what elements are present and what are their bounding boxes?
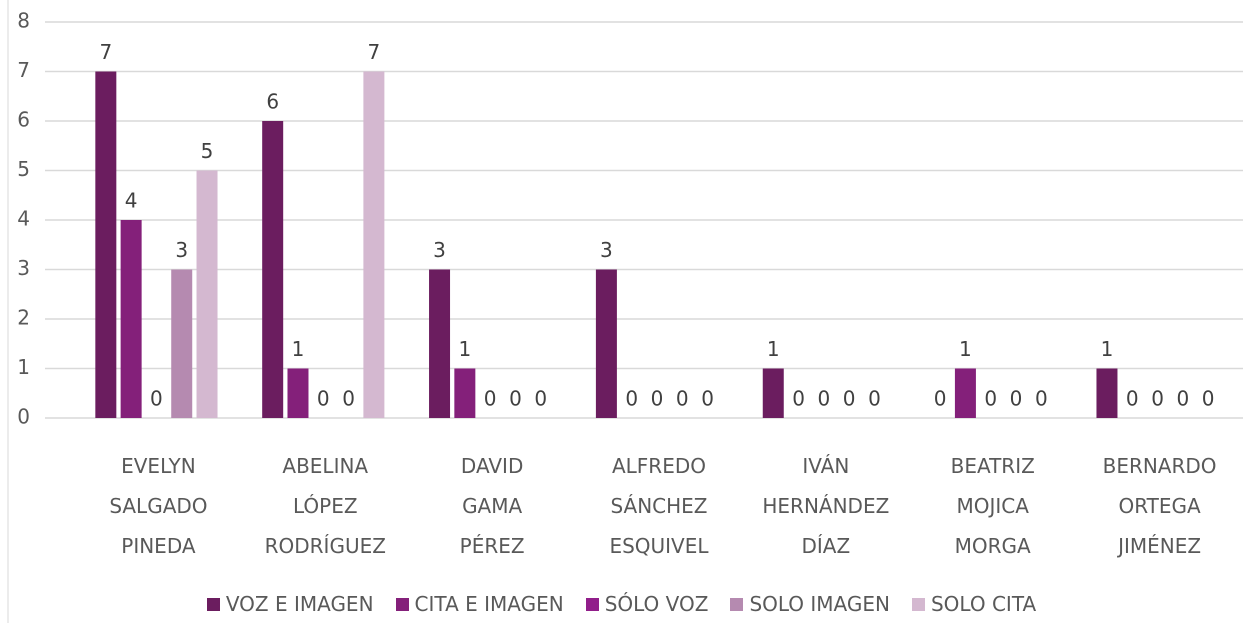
y-tick-label: 3 [17,256,30,280]
data-label: 0 [868,387,881,411]
x-tick-label: DAVID GAMA PÉREZ [459,454,525,558]
data-label: 0 [701,387,714,411]
data-label: 0 [342,387,355,411]
legend: VOZ E IMAGEN CITA E IMAGEN SÓLO VOZ SOLO IM… [0,592,1243,616]
data-label: 7 [99,40,112,64]
legend-item: SOLO CITA [911,592,1037,616]
bar [1096,368,1118,418]
data-label: 0 [1177,387,1190,411]
bar [595,269,617,418]
data-label: 7 [368,40,381,64]
data-label: 0 [1035,387,1048,411]
data-label: 0 [676,387,689,411]
data-label: 5 [201,139,214,163]
legend-swatch [911,597,925,611]
data-label: 0 [1010,387,1023,411]
legend-swatch [206,597,220,611]
legend-item: CITA E IMAGEN [395,592,564,616]
x-tick-label: IVÁN HERNÁNDEZ DÍAZ [762,454,890,558]
data-label: 1 [1101,337,1114,361]
bar [363,71,385,418]
legend-swatch [730,597,744,611]
bar [762,368,784,418]
legend-label: SOLO CITA [930,592,1037,616]
bar [196,170,218,418]
data-label: 0 [984,387,997,411]
legend-swatch [585,597,599,611]
x-tick-label: ABELINA LÓPEZ RODRÍGUEZ [264,454,386,558]
y-tick-label: 4 [17,207,30,231]
bar [171,269,193,418]
data-label: 0 [484,387,497,411]
y-tick-label: 6 [17,108,30,132]
y-tick-label: 1 [17,355,30,379]
y-tick-label: 0 [17,405,30,429]
x-tick-label: BEATRIZ MOJICA MORGA [950,454,1035,558]
legend-swatch [395,597,409,611]
x-tick-label: EVELYN SALGADO PINEDA [109,454,208,558]
data-label: 1 [959,337,972,361]
data-label: 0 [509,387,522,411]
data-label: 0 [534,387,547,411]
data-label: 0 [1126,387,1139,411]
legend-item: SOLO IMAGEN [730,592,890,616]
data-label: 0 [625,387,638,411]
x-tick-label: BERNARDO ORTEGA JIMÉNEZ [1102,454,1217,558]
legend-label: VOZ E IMAGEN [225,592,374,616]
bar [95,71,117,418]
legend-label: SOLO IMAGEN [749,592,890,616]
y-tick-label: 8 [17,9,30,33]
legend-label: CITA E IMAGEN [414,592,564,616]
bar [454,368,476,418]
bar [120,220,142,418]
data-label: 4 [125,189,138,213]
y-tick-label: 2 [17,306,30,330]
data-label: 3 [175,238,188,262]
data-label: 0 [817,387,830,411]
data-label: 1 [458,337,471,361]
data-label: 0 [1151,387,1164,411]
bar [429,269,451,418]
data-label: 0 [651,387,664,411]
data-label: 0 [150,387,163,411]
bar [954,368,976,418]
data-label: 3 [433,238,446,262]
y-tick-label: 5 [17,157,30,181]
data-label: 0 [843,387,856,411]
data-label: 0 [1202,387,1215,411]
bar [287,368,309,418]
data-label: 1 [292,337,305,361]
x-tick-label: ALFREDO SÁNCHEZ ESQUIVEL [609,454,709,558]
data-label: 1 [767,337,780,361]
data-label: 3 [600,238,613,262]
bar [262,121,284,418]
legend-item: SÓLO VOZ [585,592,709,616]
y-tick-label: 7 [17,58,30,82]
legend-item: VOZ E IMAGEN [206,592,374,616]
data-label: 0 [792,387,805,411]
data-label: 0 [934,387,947,411]
data-label: 0 [317,387,330,411]
data-label: 6 [266,90,279,114]
legend-label: SÓLO VOZ [604,592,709,616]
